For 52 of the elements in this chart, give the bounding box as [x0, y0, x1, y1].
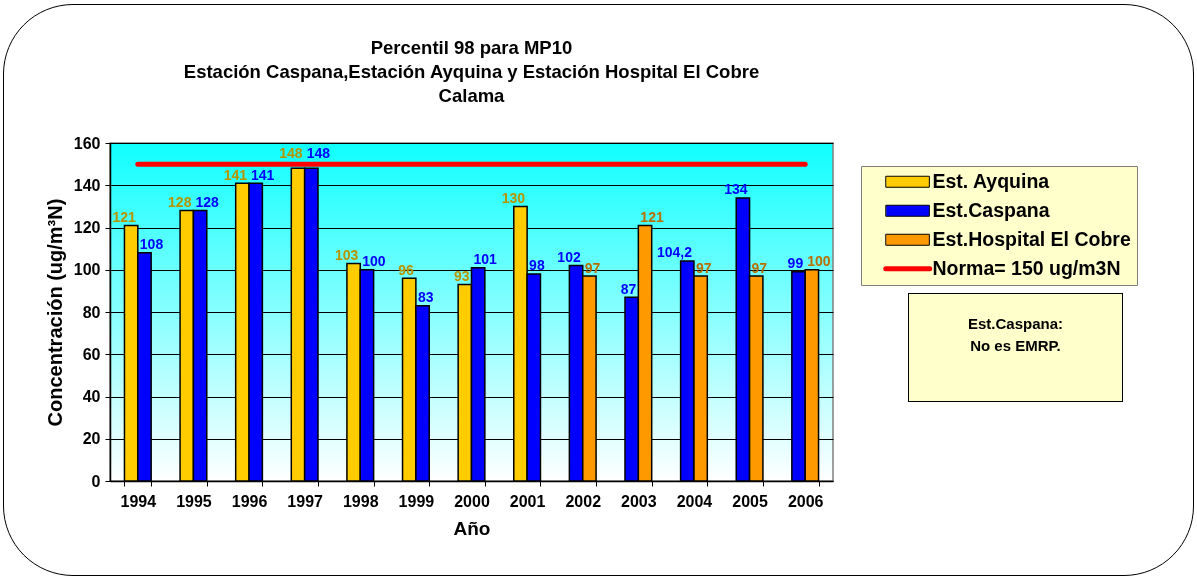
data-label: 121	[640, 208, 664, 225]
data-label: 93	[453, 268, 470, 285]
legend-label: Norma= 150 ug/m3N	[932, 256, 1121, 279]
data-label: 128	[168, 194, 192, 211]
y-tick-label: 160	[73, 134, 101, 152]
legend-label: Est.Hospital El Cobre	[932, 227, 1131, 250]
x-tick-label: 2005	[732, 492, 768, 510]
data-label: 87	[620, 280, 637, 297]
legend-label: Est.Caspana	[932, 198, 1050, 221]
x-tick-label: 1994	[120, 492, 157, 510]
data-label: 100	[807, 253, 831, 270]
y-tick-label: 100	[73, 261, 101, 279]
x-tick-label: 2000	[454, 492, 490, 510]
y-tick-label: 140	[73, 176, 101, 194]
data-label: 83	[417, 289, 434, 306]
legend-label: Est. Ayquina	[932, 169, 1050, 192]
y-axis-title: Concentración (ug/m³N)	[43, 198, 66, 427]
x-tick-label: 2006	[787, 492, 824, 510]
data-label: 103	[334, 246, 359, 263]
chart-title: Percentil 98 para MP10 Estación Caspana,Estación Ayquina y Estación Hospital El Cobre Calama	[183, 36, 760, 106]
data-label: 128	[195, 194, 219, 211]
data-label: 121	[112, 208, 137, 225]
data-label: 134	[724, 181, 748, 198]
data-label: 141	[223, 166, 248, 183]
data-label: 104,2	[656, 244, 693, 261]
data-label: 148	[279, 144, 303, 161]
y-tick-label: 0	[91, 472, 101, 490]
data-label: 148	[306, 144, 331, 161]
data-label: 108	[139, 236, 164, 253]
data-label: 141	[251, 166, 275, 183]
text: Est.Caspana: No es EMRP.	[966, 314, 1064, 356]
y-tick-label: 120	[73, 219, 101, 236]
x-tick-label: 2002	[565, 492, 602, 510]
x-tick-label: 1998	[342, 492, 379, 510]
x-tick-label: 2004	[676, 492, 713, 510]
x-tick-label: 1995	[176, 492, 212, 510]
data-label: 102	[557, 249, 581, 266]
data-label: 130	[501, 189, 526, 206]
data-label: 100	[362, 253, 386, 270]
data-label: 101	[473, 251, 498, 268]
y-tick-label: 60	[82, 345, 101, 363]
y-tick-label: 20	[82, 430, 101, 448]
x-tick-label: 2001	[509, 492, 546, 510]
y-tick-label: 40	[82, 388, 101, 405]
x-tick-label: 2003	[621, 492, 657, 510]
y-tick-label: 80	[82, 303, 101, 321]
x-tick-label: 1999	[398, 492, 435, 510]
data-label: 99	[787, 255, 804, 272]
x-tick-label: 1997	[287, 492, 324, 510]
x-tick-label: 1996	[231, 492, 268, 510]
data-label: 98	[529, 257, 545, 274]
x-axis-title: Año	[453, 517, 491, 539]
